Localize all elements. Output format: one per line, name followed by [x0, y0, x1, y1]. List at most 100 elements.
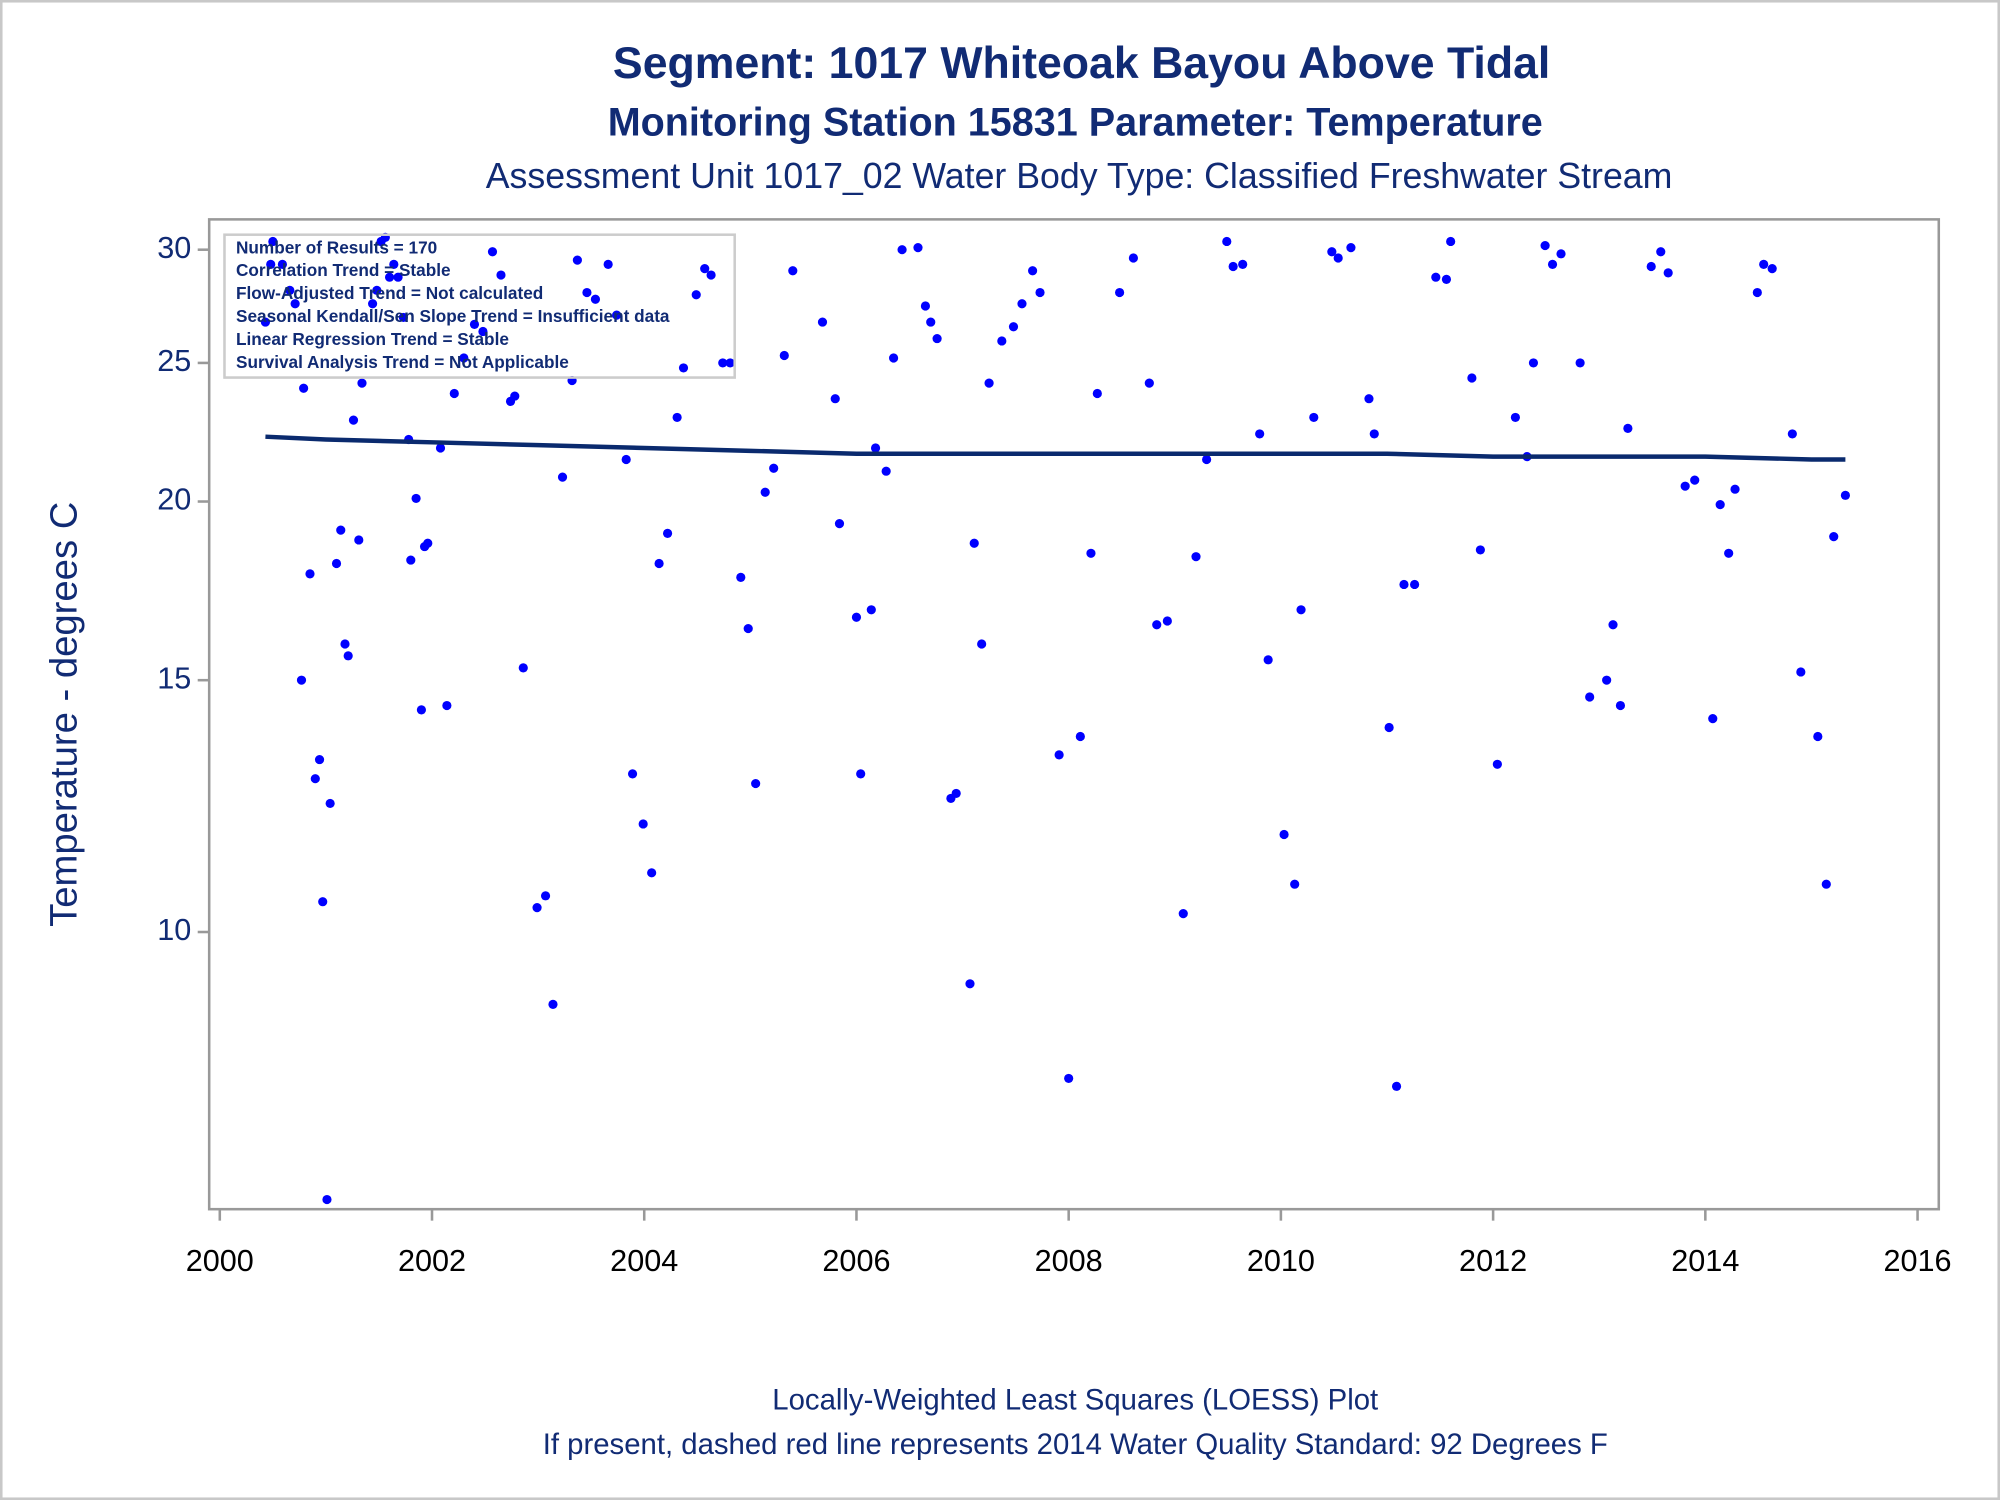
data-point — [1178, 909, 1188, 919]
data-point — [487, 247, 498, 257]
data-point — [951, 788, 961, 799]
data-point — [1540, 240, 1550, 251]
plot-frame — [207, 218, 1941, 1211]
data-point — [743, 623, 753, 634]
y-axis-label: Temperature - degrees C — [42, 502, 85, 927]
data-point — [406, 555, 416, 565]
data-point — [1092, 388, 1102, 399]
data-point — [518, 663, 528, 673]
data-point — [870, 443, 881, 453]
data-point — [1228, 261, 1238, 272]
x-tick-label: 2002 — [398, 1244, 466, 1278]
data-point — [672, 412, 682, 423]
data-point — [1369, 429, 1379, 439]
data-point — [340, 639, 350, 649]
x-tick-label: 2004 — [610, 1244, 678, 1278]
data-point — [285, 285, 295, 295]
x-tick-label: 2010 — [1247, 1244, 1315, 1278]
data-point — [357, 378, 367, 388]
data-point — [548, 999, 558, 1009]
data-point — [557, 472, 568, 482]
data-point — [305, 569, 315, 579]
data-point — [1759, 259, 1769, 269]
data-point — [1391, 1081, 1402, 1091]
data-point — [1431, 272, 1441, 282]
data-point — [1787, 429, 1797, 439]
data-point — [1075, 731, 1085, 742]
data-point — [572, 255, 582, 265]
y-tick-label: 10 — [157, 913, 191, 947]
data-point — [725, 358, 735, 368]
data-point — [706, 270, 716, 280]
y-tick-label: 30 — [157, 231, 191, 265]
data-point — [1796, 667, 1806, 677]
x-tick-label: 2008 — [1035, 1244, 1103, 1278]
data-point — [354, 535, 364, 545]
data-point — [1752, 287, 1762, 298]
y-tick-label: 15 — [157, 661, 191, 695]
data-point — [1730, 484, 1740, 494]
data-point — [389, 259, 399, 269]
data-point — [997, 336, 1007, 346]
data-point — [1602, 675, 1612, 685]
data-point — [1384, 722, 1394, 733]
data-point — [442, 700, 452, 711]
data-point — [398, 312, 408, 323]
data-point — [478, 326, 488, 337]
data-point — [1399, 579, 1409, 590]
data-point — [760, 487, 770, 497]
data-point — [435, 443, 446, 453]
data-point — [1333, 253, 1343, 263]
data-point — [1128, 253, 1138, 263]
data-point — [984, 378, 994, 388]
chart-subtitle: Monitoring Station 15831 Parameter: Temp… — [608, 100, 1543, 144]
data-point — [1690, 475, 1700, 485]
y-tick-label: 20 — [157, 483, 191, 517]
x-tick-label: 2000 — [186, 1244, 254, 1278]
data-point — [1556, 249, 1566, 259]
data-point — [1222, 236, 1232, 247]
data-point — [1162, 616, 1172, 626]
data-point — [1054, 750, 1064, 760]
data-point — [266, 259, 276, 269]
data-point — [889, 353, 899, 363]
data-point — [1144, 378, 1154, 388]
data-point — [1840, 490, 1850, 500]
annotation: Linear Regression Trend = Stable — [236, 329, 509, 349]
data-point — [1028, 266, 1038, 276]
data-point — [977, 639, 987, 649]
data-point — [318, 897, 328, 907]
data-point — [654, 558, 664, 569]
data-point — [1152, 620, 1162, 630]
annotation: Flow-Adjusted Trend = Not calculated — [236, 283, 543, 303]
data-point — [1309, 412, 1319, 423]
data-point — [1035, 287, 1045, 298]
annotation: Number of Results = 170 — [236, 237, 437, 257]
data-point — [590, 294, 601, 304]
data-point — [817, 317, 828, 327]
data-point — [1724, 548, 1734, 558]
data-point — [1410, 579, 1420, 590]
data-point — [662, 528, 673, 538]
data-point — [322, 1194, 332, 1205]
data-point — [1346, 243, 1356, 253]
data-point — [1821, 879, 1831, 889]
data-point — [299, 383, 309, 393]
data-point — [1115, 287, 1125, 298]
data-point — [423, 538, 433, 548]
data-point — [1680, 481, 1690, 491]
data-point — [1547, 259, 1558, 269]
data-point — [1492, 759, 1502, 769]
data-point — [1575, 358, 1585, 368]
y-tick-label: 25 — [157, 344, 191, 378]
data-point — [496, 270, 506, 280]
data-point — [343, 651, 353, 661]
data-point — [260, 317, 271, 327]
annotation-box — [223, 233, 736, 379]
data-point — [314, 754, 325, 765]
data-point — [1263, 655, 1273, 665]
data-point — [851, 612, 862, 622]
data-point — [1255, 429, 1265, 439]
